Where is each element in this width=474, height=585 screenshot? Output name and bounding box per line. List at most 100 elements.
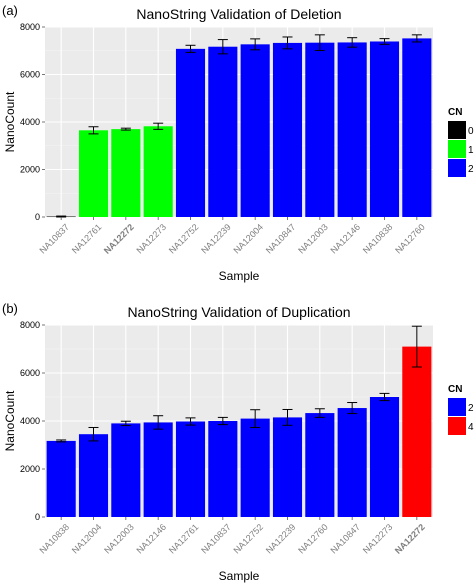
x-tick-label: NA12272 [102,222,136,256]
error-bar-na12760 [411,34,422,43]
y-tick-label: 6000 [20,70,40,80]
bar-na12239 [208,46,238,218]
bar-na12146 [143,422,173,517]
legend-label: 1 [468,145,474,156]
bar-na12003 [305,42,335,217]
legend-key-2 [448,398,466,416]
y-tick-label: 4000 [20,117,40,127]
bar-na12239 [272,417,303,517]
legend-key-4 [448,417,466,435]
y-tick-label: 0 [35,512,40,522]
x-tick-label: NA10838 [361,222,395,256]
legend: CN 2 4 [448,384,474,435]
x-tick-label: NA12239 [264,522,298,556]
x-tick-label: NA12752 [232,522,266,556]
bar-na10847 [337,408,367,517]
chart-panel-deletion: 02000400060008000NA10837NA12761NA12272NA… [2,3,474,283]
legend-key-2 [448,159,466,177]
error-bar-na10838 [379,38,390,45]
panel-label: (b) [2,301,18,316]
legend: CN 0 1 2 [448,107,474,177]
x-tick-label: NA12003 [296,222,330,256]
bar-na12752 [175,48,206,217]
bar-na10838 [46,440,76,517]
error-bar-na10847 [282,36,293,50]
y-tick-label: 6000 [20,368,40,378]
error-bar-na12272 [411,325,422,368]
bar-na10837 [208,421,238,517]
x-tick-label: NA12273 [361,522,395,556]
legend-key-1 [448,140,466,158]
error-bar-na12239 [282,408,293,426]
bar-na12272 [402,346,432,517]
error-bar-na12272 [120,127,131,131]
chart-title: NanoString Validation of Deletion [136,6,341,22]
x-tick-label: NA10847 [329,522,363,556]
x-tick-label: NA10837 [38,222,72,256]
legend-title: CN [448,384,462,395]
x-tick-label: NA12003 [102,522,136,556]
x-tick-label: NA12272 [393,522,427,556]
bar-na12760 [305,413,335,517]
bar-na12004 [78,434,109,517]
y-tick-label: 8000 [20,320,40,330]
error-bar-na12760 [314,408,325,418]
error-bar-na12273 [153,122,164,130]
legend-label: 0 [468,126,474,137]
bar-na12752 [240,418,270,517]
legend-label: 2 [468,403,474,414]
y-tick-label: 0 [35,212,40,222]
chart-title: NanoString Validation of Duplication [127,304,350,320]
x-tick-label: NA10847 [264,222,298,256]
bar-na12273 [143,126,173,217]
x-tick-label: NA12146 [135,522,169,556]
y-axis-title: NanoCount [3,91,17,152]
legend-key-0 [448,121,466,139]
error-bar-na12761 [88,126,99,135]
y-tick-label: 2000 [20,464,40,474]
bar-na12004 [240,44,270,218]
legend-title: CN [448,107,462,118]
error-bar-na10838 [56,439,67,443]
error-bar-na12004 [88,426,99,442]
bar-na12760 [402,38,432,218]
x-tick-label: NA12146 [329,222,363,256]
error-bar-na12003 [120,420,131,427]
y-tick-label: 2000 [20,165,40,175]
x-axis-title: Sample [219,269,260,283]
error-bar-na12239 [217,39,228,55]
error-bar-na10847 [347,402,358,415]
x-axis-title: Sample [219,569,260,583]
x-tick-label: NA12273 [135,222,169,256]
error-bar-na10837 [56,215,67,218]
x-tick-label: NA12239 [199,222,233,256]
x-tick-label: NA12004 [70,522,104,556]
error-bar-na12004 [250,38,261,51]
legend-label: 2 [468,164,474,175]
y-tick-label: 4000 [20,416,40,426]
x-tick-label: NA10838 [38,522,72,556]
error-bar-na12146 [347,37,358,48]
error-bar-na12761 [185,417,196,426]
x-tick-label: NA12752 [167,222,201,256]
bar-na12146 [337,42,367,217]
error-bar-na12752 [185,44,196,53]
x-tick-label: NA10837 [199,522,233,556]
y-axis-title: NanoCount [3,390,17,451]
bar-na12272 [111,129,141,217]
y-tick-label: 8000 [20,22,40,32]
bar-na10847 [272,42,303,217]
error-bar-na12752 [250,409,261,428]
chart-panel-duplication: 02000400060008000NA10838NA12004NA12003NA… [2,301,474,583]
error-bar-na12003 [314,34,325,52]
x-tick-label: NA12760 [393,222,427,256]
error-bar-na12273 [379,392,390,402]
x-tick-label: NA12004 [232,222,266,256]
error-bar-na12146 [153,415,164,430]
panel-label: (a) [2,3,18,18]
x-tick-label: NA12760 [296,522,330,556]
legend-label: 4 [468,422,474,433]
bar-na12761 [78,130,109,217]
bar-na12761 [175,421,206,517]
